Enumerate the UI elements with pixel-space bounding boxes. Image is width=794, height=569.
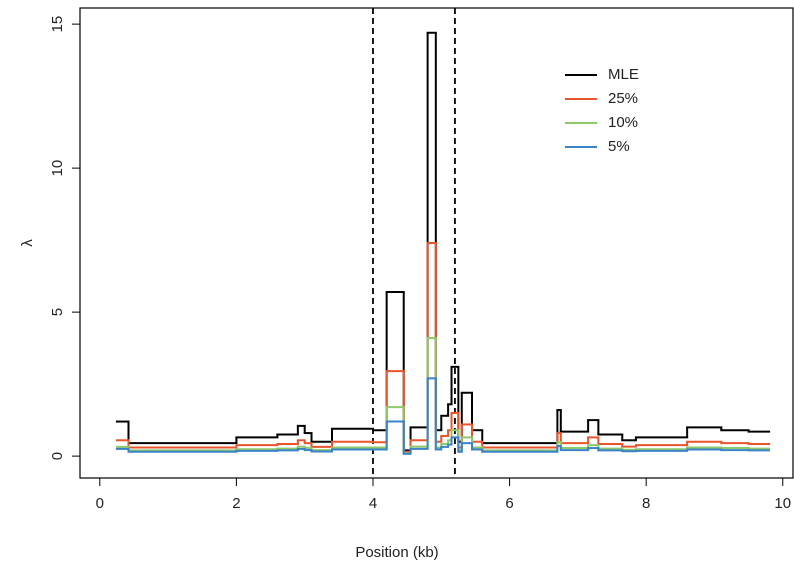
x-tick-label: 0 xyxy=(96,495,104,512)
y-axis-label: λ xyxy=(19,239,36,247)
legend-label: 5% xyxy=(608,138,630,155)
x-tick-label: 10 xyxy=(774,495,791,512)
y-tick-label: 10 xyxy=(49,160,66,177)
x-tick-label: 2 xyxy=(232,495,240,512)
legend-label: MLE xyxy=(608,66,639,83)
x-tick-label: 6 xyxy=(505,495,513,512)
y-tick-label: 0 xyxy=(49,452,66,460)
y-tick-label: 5 xyxy=(49,308,66,316)
legend-label: 10% xyxy=(608,114,638,131)
y-tick-label: 15 xyxy=(49,16,66,33)
x-tick-label: 8 xyxy=(642,495,650,512)
x-tick-label: 4 xyxy=(369,495,377,512)
x-axis-label: Position (kb) xyxy=(355,544,438,561)
legend-label: 25% xyxy=(608,90,638,107)
